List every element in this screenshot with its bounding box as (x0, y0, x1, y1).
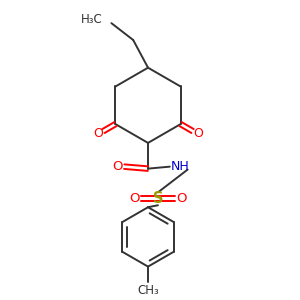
Text: O: O (93, 128, 103, 140)
Text: O: O (193, 128, 203, 140)
Text: NH: NH (170, 160, 189, 173)
Text: CH₃: CH₃ (137, 284, 159, 297)
Text: O: O (112, 160, 123, 173)
Text: O: O (176, 192, 187, 205)
Text: O: O (129, 192, 140, 205)
Text: S: S (153, 191, 163, 206)
Text: H₃C: H₃C (81, 13, 103, 26)
